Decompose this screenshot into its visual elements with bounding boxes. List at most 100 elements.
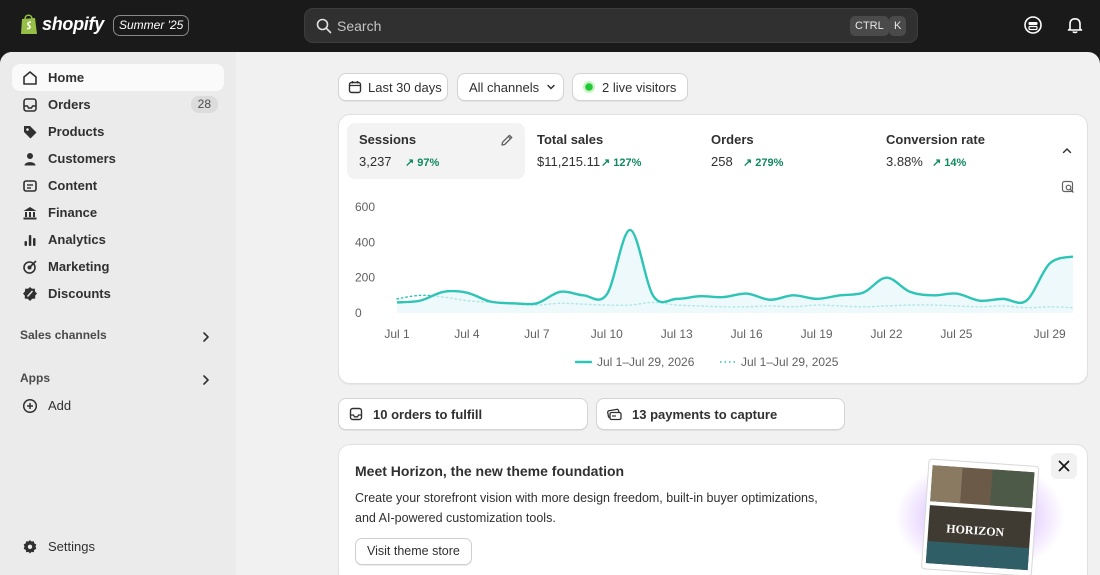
sidebar-item-products[interactable]: Products xyxy=(12,118,224,145)
store-avatar-icon[interactable] xyxy=(1024,16,1042,34)
plus-circle-icon xyxy=(22,398,38,413)
sidebar-item-settings[interactable]: Settings xyxy=(12,533,224,560)
y-tick-label: 0 xyxy=(355,306,362,320)
sidebar-item-label: Add xyxy=(48,398,72,413)
target-icon xyxy=(23,259,37,274)
x-tick-label: Jul 22 xyxy=(871,327,903,341)
inbox-icon xyxy=(23,97,37,112)
x-tick-label: Jul 1 xyxy=(384,327,410,341)
sidebar-item-label: Discounts xyxy=(48,286,111,301)
x-tick-label: Jul 19 xyxy=(801,327,833,341)
sidebar-item-home[interactable]: Home xyxy=(12,64,224,91)
orders-to-fulfill-button[interactable]: 10 orders to fulfill xyxy=(338,398,588,430)
tag-icon xyxy=(24,125,37,138)
x-tick-label: Jul 16 xyxy=(731,327,763,341)
shortcut-key-k: K xyxy=(889,16,907,36)
home-icon xyxy=(23,70,37,85)
x-tick-label: Jul 10 xyxy=(591,327,623,341)
chevron-right-icon[interactable] xyxy=(200,374,212,386)
metric-value: $11,215.11 xyxy=(537,154,601,169)
y-tick-label: 600 xyxy=(355,200,375,214)
bar-chart-icon xyxy=(24,234,36,246)
chevron-up-icon[interactable] xyxy=(1061,145,1073,157)
payments-to-capture-button[interactable]: 13 payments to capture xyxy=(596,398,845,430)
metrics-card: Sessions 3,237 ↗ 97% Total sales $11,215… xyxy=(338,114,1088,384)
horizon-image-label: HORIZON xyxy=(946,521,1005,539)
bell-icon[interactable] xyxy=(1066,16,1084,34)
legend-label-previous: Jul 1–Jul 29, 2025 xyxy=(741,355,839,369)
series-line-current xyxy=(396,228,1074,306)
sidebar-item-label: Analytics xyxy=(48,232,106,247)
main-frame: Home Orders 28 Products Customers Conten… xyxy=(0,52,1100,575)
sidebar-item-finance[interactable]: Finance xyxy=(12,199,224,226)
chart-search-icon[interactable] xyxy=(1061,180,1075,194)
visit-theme-store-button[interactable]: Visit theme store xyxy=(355,538,472,565)
metric-change: ↗ 279% xyxy=(743,157,784,169)
channels-dropdown[interactable]: All channels xyxy=(457,73,564,101)
sidebar-item-marketing[interactable]: Marketing xyxy=(12,253,224,280)
orders-to-fulfill-label: 10 orders to fulfill xyxy=(373,406,483,422)
sidebar: Home Orders 28 Products Customers Conten… xyxy=(0,52,236,575)
x-tick-label: Jul 7 xyxy=(524,327,550,341)
apps-heading[interactable]: Apps xyxy=(20,371,50,385)
sidebar-item-label: Marketing xyxy=(48,259,110,274)
inbox-icon xyxy=(349,407,363,421)
metric-value: 3,237 xyxy=(359,154,392,169)
person-icon xyxy=(24,152,36,165)
top-bar: shopify Summer '25 Search CTRL K xyxy=(0,0,1100,52)
sidebar-item-label: Customers xyxy=(48,151,116,166)
payments-to-capture-label: 13 payments to capture xyxy=(632,406,778,422)
shopify-bag-icon xyxy=(21,14,37,34)
promo-title: Meet Horizon, the new theme foundation xyxy=(355,463,625,479)
live-visitors-label: 2 live visitors xyxy=(602,79,677,95)
live-visitors-button[interactable]: 2 live visitors xyxy=(572,73,688,101)
sidebar-item-label: Content xyxy=(48,178,98,193)
metric-conversion-rate[interactable]: Conversion rate 3.88% ↗ 14% xyxy=(874,123,1044,179)
metric-total-sales[interactable]: Total sales $11,215.11 ↗ 127% xyxy=(525,123,695,179)
y-tick-label: 200 xyxy=(355,271,375,285)
chevron-right-icon[interactable] xyxy=(200,331,212,343)
orders-count-badge: 28 xyxy=(190,96,218,113)
search-input[interactable]: Search xyxy=(337,18,382,34)
x-tick-label: Jul 13 xyxy=(661,327,693,341)
date-range-button[interactable]: Last 30 days xyxy=(338,73,448,101)
series-area-current xyxy=(397,229,1073,313)
sidebar-item-orders[interactable]: Orders 28 xyxy=(12,91,224,118)
metric-label: Conversion rate xyxy=(886,132,985,147)
legend-label-current: Jul 1–Jul 29, 2026 xyxy=(597,355,695,369)
main-content: Last 30 days All channels 2 live visitor… xyxy=(236,52,1100,575)
horizon-theme-preview-image: HORIZON xyxy=(895,458,1065,575)
date-range-label: Last 30 days xyxy=(368,79,442,95)
shortcut-key-ctrl: CTRL xyxy=(850,16,889,36)
y-tick-label: 400 xyxy=(355,235,375,249)
sidebar-item-label: Home xyxy=(48,70,85,85)
bank-icon xyxy=(23,206,37,219)
live-dot-icon xyxy=(583,81,595,93)
sidebar-item-label: Products xyxy=(48,124,105,139)
metric-label: Orders xyxy=(711,132,754,147)
sidebar-item-content[interactable]: Content xyxy=(12,172,224,199)
metric-orders[interactable]: Orders 258 ↗ 279% xyxy=(699,123,869,179)
sidebar-item-analytics[interactable]: Analytics xyxy=(12,226,224,253)
close-promo-button[interactable] xyxy=(1051,453,1077,479)
sidebar-item-customers[interactable]: Customers xyxy=(12,145,224,172)
sidebar-item-add-app[interactable]: Add xyxy=(12,392,224,419)
x-tick-label: Jul 4 xyxy=(454,327,480,341)
sales-channels-heading[interactable]: Sales channels xyxy=(20,328,107,342)
metric-change: ↗ 127% xyxy=(601,157,642,169)
search-icon xyxy=(316,18,332,34)
metric-label: Total sales xyxy=(537,132,604,147)
search-bar[interactable]: Search CTRL K xyxy=(304,8,918,43)
shopify-logo[interactable]: shopify xyxy=(20,13,104,35)
pencil-icon[interactable] xyxy=(500,133,514,147)
metric-value: 258 xyxy=(711,154,733,169)
sidebar-item-label: Orders xyxy=(48,97,91,112)
edition-badge[interactable]: Summer '25 xyxy=(113,15,190,36)
metric-value: 3.88% xyxy=(886,154,923,169)
sidebar-item-label: Settings xyxy=(48,539,95,554)
metric-sessions[interactable]: Sessions 3,237 ↗ 97% xyxy=(347,123,525,179)
content-icon xyxy=(23,179,37,192)
brand-name: shopify xyxy=(42,13,104,34)
sidebar-item-discounts[interactable]: Discounts xyxy=(12,280,224,307)
metric-change-value: 97% xyxy=(417,157,440,169)
